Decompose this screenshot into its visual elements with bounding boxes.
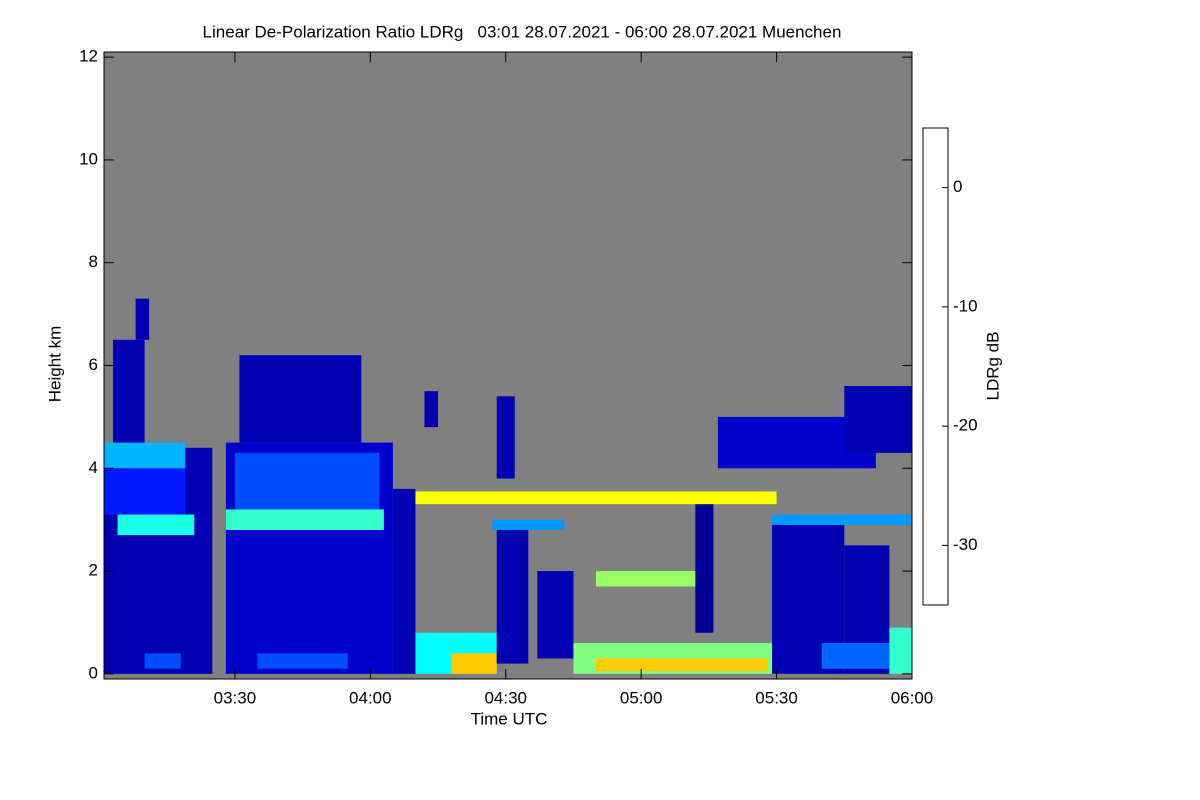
y-axis-label: Height km — [45, 326, 64, 403]
x-tick-label: 04:30 — [484, 688, 527, 707]
heatmap-cell — [695, 504, 714, 633]
x-tick-label: 06:00 — [891, 688, 934, 707]
colorbar-tick-label: -20 — [953, 416, 978, 435]
y-tick-label: 0 — [89, 663, 98, 682]
colorbar-label: LDRg dB — [983, 332, 1002, 401]
colorbar-tick-label: -10 — [953, 296, 978, 315]
heatmap-cell — [537, 571, 574, 659]
heatmap-cell — [424, 391, 439, 428]
heatmap-cell — [889, 627, 912, 674]
heatmap-cell — [496, 529, 529, 664]
heatmap-cell — [104, 468, 186, 515]
heatmap-cell — [415, 491, 777, 505]
heatmap-cell — [821, 643, 890, 669]
x-tick-label: 03:30 — [214, 688, 257, 707]
heatmap-cell — [113, 339, 145, 448]
heatmap-cell — [392, 488, 416, 674]
heatmap-cell — [596, 571, 709, 587]
colorbar-tick-label: -30 — [953, 535, 978, 554]
y-tick-label: 8 — [89, 252, 98, 271]
x-axis-label: Time UTC — [471, 709, 548, 728]
x-tick-label: 05:00 — [620, 688, 663, 707]
y-tick-label: 2 — [89, 561, 98, 580]
heatmap-cell — [135, 298, 150, 340]
x-tick-label: 04:00 — [349, 688, 392, 707]
heatmap-cell — [104, 442, 186, 469]
chart-title: Linear De-Polarization Ratio LDRg 03:01 … — [203, 22, 842, 41]
x-tick-label: 05:30 — [755, 688, 798, 707]
heatmap-cell — [492, 519, 565, 530]
heatmap-cell — [239, 355, 362, 443]
heatmap-cell — [451, 653, 497, 674]
y-tick-label: 10 — [79, 149, 98, 168]
heatmap-cell — [257, 653, 348, 669]
heatmap-cell — [772, 514, 912, 525]
y-tick-label: 12 — [79, 47, 98, 66]
heatmap-cell — [844, 386, 912, 453]
y-tick-label: 6 — [89, 355, 98, 374]
heatmap-cell — [144, 653, 181, 669]
heatmap-cell — [117, 514, 195, 536]
heatmap-cell — [234, 452, 380, 510]
heatmap-cell — [225, 509, 384, 530]
colorbar-tick-label: 0 — [953, 177, 962, 196]
heatmap-cell — [596, 658, 768, 672]
colorbar — [922, 127, 949, 606]
y-tick-label: 4 — [89, 458, 98, 477]
heatmap-cell — [496, 396, 515, 479]
